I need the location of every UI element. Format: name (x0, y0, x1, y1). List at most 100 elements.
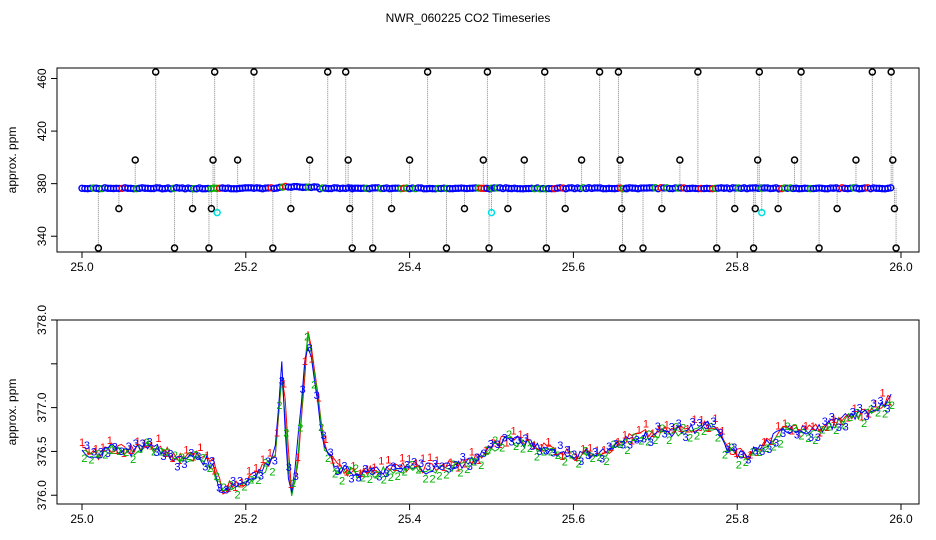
bottom-series-marker-3: 3 (794, 430, 800, 442)
bottom-series-marker-3: 3 (119, 446, 125, 458)
bottom-series-marker-1: 1 (476, 455, 482, 467)
bottom-series-marker-1: 1 (79, 437, 85, 449)
bottom-y-tick-label: 376.5 (35, 436, 49, 466)
bottom-series-marker-2: 2 (395, 471, 401, 483)
bottom-series-marker-3: 3 (105, 448, 111, 460)
bottom-series-marker-1: 1 (413, 458, 419, 470)
bottom-series-marker-1: 1 (211, 466, 217, 478)
bottom-series-marker-2: 2 (617, 439, 623, 451)
top-outlier-point (520, 156, 529, 164)
top-outlier-point (774, 204, 782, 213)
bottom-series-marker-1: 1 (685, 424, 691, 436)
top-y-tick-label: 340 (35, 226, 49, 246)
bottom-series-marker-2: 2 (590, 453, 596, 465)
bottom-series-marker-2: 2 (353, 463, 359, 475)
bottom-series-marker-2: 2 (214, 471, 220, 483)
bottom-series-marker-3: 3 (543, 445, 549, 457)
top-outlier-point (341, 68, 350, 76)
bottom-series-marker-3: 3 (731, 442, 737, 454)
bottom-y-axis-label: approx. ppm (5, 379, 19, 446)
top-outlier-point (423, 68, 432, 76)
bottom-series-marker-3: 3 (620, 439, 626, 451)
bottom-series-marker-1: 1 (399, 453, 405, 465)
bottom-series-marker-1: 1 (107, 435, 113, 447)
bottom-series-marker-2: 2 (736, 459, 742, 471)
bottom-series-marker-2: 2 (854, 407, 860, 419)
bottom-series-marker-3: 3 (328, 447, 334, 459)
top-outlier-point (209, 156, 217, 164)
bottom-series-marker-2: 2 (534, 451, 540, 463)
bottom-series-marker-2: 2 (868, 404, 874, 416)
top-outlier-point (344, 156, 352, 164)
bottom-series-marker-2: 2 (381, 474, 387, 486)
top-outlier-point (348, 244, 357, 252)
bottom-series-marker-1: 1 (747, 450, 753, 462)
bottom-series-marker-3: 3 (606, 441, 612, 453)
bottom-series-marker-3: 3 (634, 435, 640, 447)
bottom-series-marker-2: 2 (283, 428, 289, 440)
bottom-series-marker-2: 2 (757, 447, 763, 459)
bottom-series-marker-3: 3 (195, 451, 201, 463)
bottom-series-marker-3: 3 (112, 442, 118, 454)
bottom-series-marker-1: 1 (678, 423, 684, 435)
bottom-series-marker-2: 2 (791, 422, 797, 434)
bottom-series-marker-1: 1 (608, 442, 614, 454)
bottom-series-marker-3: 3 (439, 461, 445, 473)
bottom-series-marker-2: 2 (527, 443, 533, 455)
bottom-series-marker-2: 2 (443, 469, 449, 481)
top-outlier-point (658, 204, 666, 213)
bottom-series-marker-3: 3 (815, 432, 821, 444)
bottom-series-marker-2: 2 (228, 480, 234, 492)
bottom-series-marker-1: 1 (204, 450, 210, 462)
bottom-series-marker-3: 3 (460, 451, 466, 463)
bottom-series-marker-1: 1 (511, 426, 517, 438)
bottom-series-marker-1: 1 (636, 425, 642, 437)
bottom-series-marker-3: 3 (432, 458, 438, 470)
bottom-y-tick-label: 378.0 (35, 305, 49, 335)
bottom-series-marker-2: 2 (812, 435, 818, 447)
bottom-series-marker-1: 1 (664, 420, 670, 432)
bottom-series-marker-1: 1 (615, 437, 621, 449)
bottom-series-marker-2: 2 (555, 450, 561, 462)
bottom-series-marker-1: 1 (385, 455, 391, 467)
bottom-series-marker-1: 1 (309, 354, 315, 366)
bottom-series-marker-3: 3 (585, 450, 591, 462)
bottom-series-marker-1: 1 (810, 421, 816, 433)
bottom-series-marker-2: 2 (207, 463, 213, 475)
bottom-series-marker-2: 2 (471, 456, 477, 468)
top-outlier-point (460, 204, 469, 213)
bottom-series-marker-1: 1 (643, 419, 649, 431)
bottom-series-marker-3: 3 (91, 446, 97, 458)
bottom-series-marker-1: 1 (817, 427, 823, 439)
bottom-series-marker-3: 3 (669, 422, 675, 434)
bottom-series-marker-1: 1 (518, 429, 524, 441)
bottom-series-marker-3: 3 (341, 461, 347, 473)
bottom-series-marker-2: 2 (123, 447, 129, 459)
bottom-series-marker-2: 2 (673, 421, 679, 433)
top-outlier-point (504, 204, 512, 213)
bottom-x-tick-label: 26.0 (889, 512, 913, 526)
bottom-x-tick-label: 25.2 (234, 512, 258, 526)
bottom-series-marker-2: 2 (492, 435, 498, 447)
bottom-series-marker-3: 3 (655, 421, 661, 433)
bottom-series-marker-3: 3 (279, 375, 285, 387)
bottom-series-marker-2: 2 (193, 449, 199, 461)
top-outlier-point (639, 244, 647, 252)
bottom-series-marker-2: 2 (416, 465, 422, 477)
top-plot-frame (56, 67, 920, 253)
top-outlier-point (233, 156, 242, 164)
bottom-series-marker-2: 2 (569, 450, 575, 462)
bottom-series-marker-1: 1 (733, 448, 739, 460)
bottom-series-marker-2: 2 (346, 465, 352, 477)
top-outlier-point (305, 156, 314, 164)
bottom-series-marker-1: 1 (462, 458, 468, 470)
bottom-series-marker-3: 3 (710, 416, 716, 428)
bottom-series-marker-2: 2 (130, 454, 136, 466)
top-outlier-point (577, 156, 586, 164)
bottom-series-marker-2: 2 (562, 456, 568, 468)
top-outlier-point (170, 244, 179, 252)
bottom-series-marker-3: 3 (244, 476, 250, 488)
bottom-series-marker-2: 2 (242, 482, 248, 494)
